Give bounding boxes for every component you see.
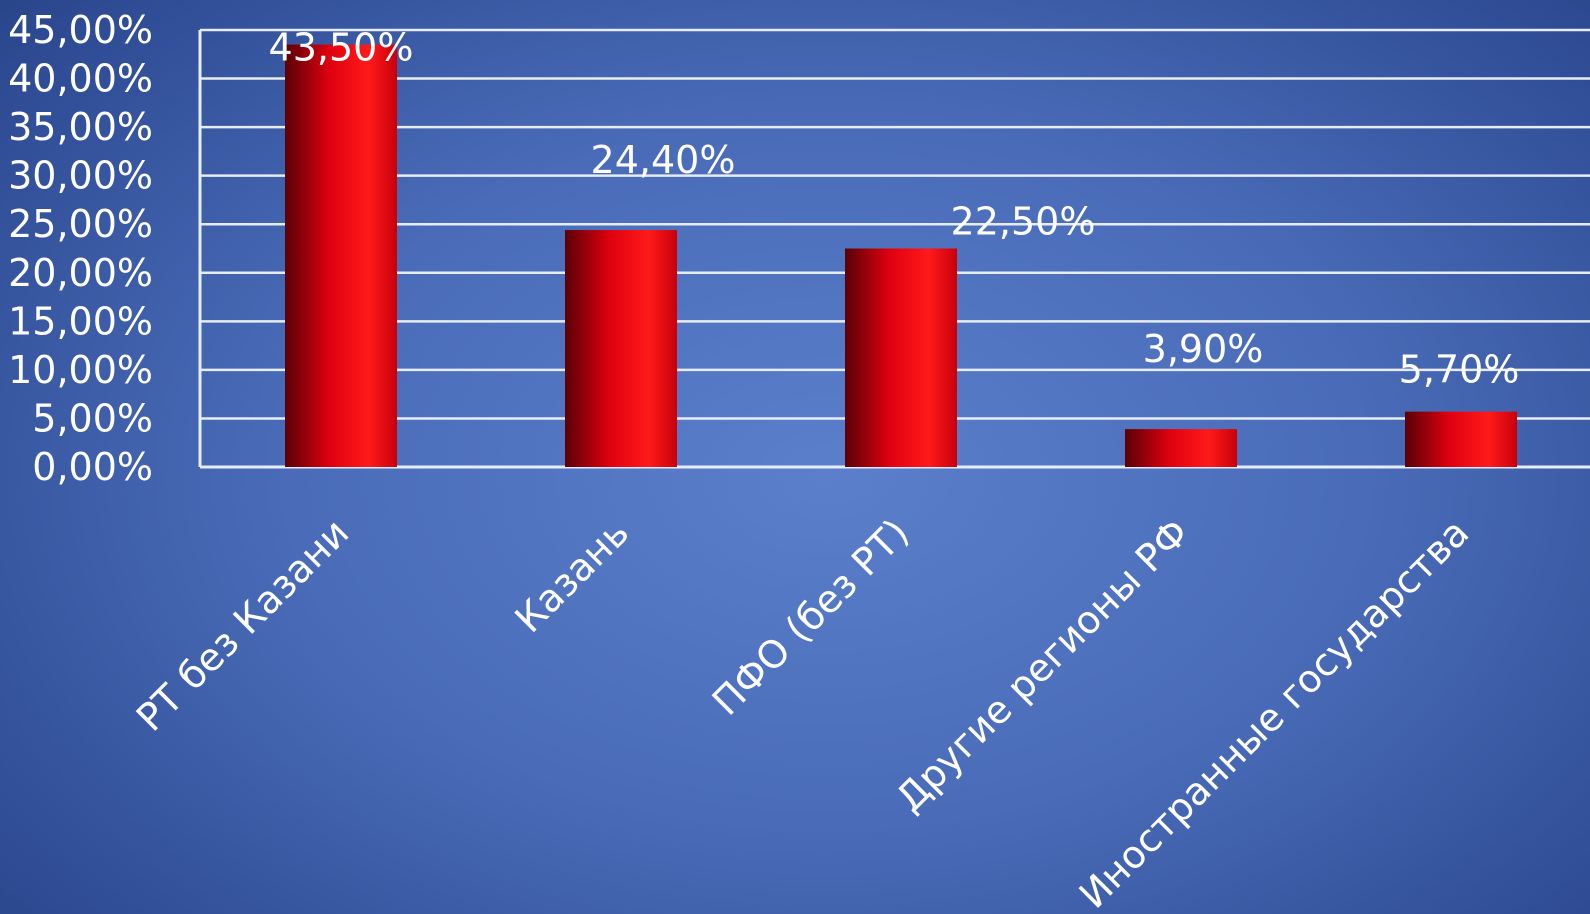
- bar-2: [845, 248, 957, 467]
- y-tick-label: 25,00%: [8, 202, 153, 246]
- y-tick-label: 5,00%: [32, 396, 153, 440]
- y-tick-label: 15,00%: [8, 299, 153, 343]
- y-tick-label: 35,00%: [8, 105, 153, 149]
- category-label: Другие регионы РФ: [887, 510, 1197, 820]
- y-tick-label: 10,00%: [8, 348, 153, 392]
- data-label: 22,50%: [951, 200, 1096, 244]
- y-tick-label: 20,00%: [8, 251, 153, 295]
- y-axis-tick-labels: 0,00% 5,00%10,00% 15,00%20,00% 25,00%30,00%…: [8, 8, 153, 489]
- x-axis-category-labels: РТ без Казани Казань ПФО (без РТ)Другие ре…: [128, 510, 1478, 914]
- y-tick-label: 45,00%: [8, 8, 153, 52]
- data-label: 24,40%: [591, 138, 736, 182]
- bar-0: [285, 44, 397, 468]
- bar-3: [1125, 429, 1237, 467]
- data-label: 5,70%: [1399, 348, 1520, 392]
- bars: [285, 44, 1517, 468]
- data-label: 43,50%: [269, 26, 414, 70]
- data-label: 3,90%: [1143, 327, 1264, 371]
- bar-4: [1405, 411, 1517, 467]
- y-tick-label: 40,00%: [8, 57, 153, 101]
- category-label: РТ без Казани: [128, 510, 358, 740]
- category-label: ПФО (без РТ): [704, 510, 918, 724]
- y-tick-label: 0,00%: [32, 445, 153, 489]
- bar-1: [565, 230, 677, 467]
- data-labels: 43,50% 24,40% 22,50% 3,90% 5,70%: [269, 26, 1520, 392]
- category-label: Казань: [507, 510, 638, 641]
- y-tick-label: 30,00%: [8, 154, 153, 198]
